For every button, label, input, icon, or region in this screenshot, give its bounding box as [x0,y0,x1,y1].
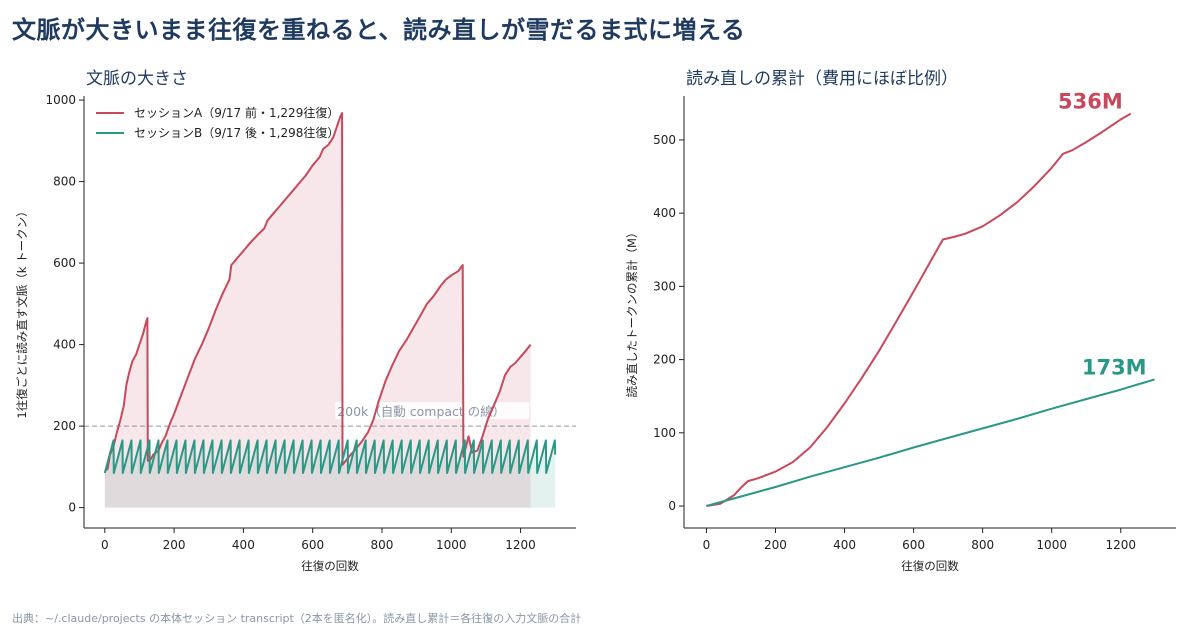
y-axis-label: 読み直したトークンの累計（M） [625,227,639,398]
x-tick-label: 200 [163,538,186,552]
y-tick-label: 800 [53,175,76,189]
page-title: 文脈が大きいまま往復を重ねると、読み直しが雪だるま式に増える [12,16,746,44]
series-end-label: 536M [1058,90,1123,114]
series-line-a [104,112,532,472]
x-tick-label: 0 [703,538,711,552]
x-tick-label: 1200 [1105,538,1136,552]
x-axis-label: 往復の回数 [301,559,359,573]
x-tick-label: 0 [101,538,109,552]
x-tick-label: 400 [232,538,255,552]
legend-entry: セッションA（9/17 前・1,229往復） [134,105,339,120]
y-tick-label: 0 [668,499,676,513]
chart-title: 文脈の大きさ [86,69,188,89]
y-tick-label: 400 [53,338,76,352]
y-tick-label: 1000 [45,93,76,107]
x-tick-label: 400 [833,538,856,552]
y-tick-label: 300 [653,279,676,293]
y-tick-label: 200 [53,419,76,433]
series-line-a [706,112,1132,507]
series-line-b [103,439,557,474]
x-tick-label: 1000 [436,538,467,552]
x-tick-label: 1200 [505,538,536,552]
y-tick-label: 500 [653,133,676,147]
x-tick-label: 600 [902,538,925,552]
y-tick-label: 400 [653,206,676,220]
x-tick-label: 600 [301,538,324,552]
x-tick-label: 800 [371,538,394,552]
x-tick-label: 800 [971,538,994,552]
y-axis-label: 1往復ごとに読み直す文脈（k トークン） [15,205,29,418]
source-note: 出典：~/.claude/projects の本体セッション transcrip… [12,612,582,625]
legend-entry: セッションB（9/17 後・1,298往復） [134,125,339,140]
y-tick-label: 100 [653,426,676,440]
threshold-label: 200k（自動 compact の線） [337,404,505,419]
chart-panel-2: 読み直しの累計（費用にほぼ比例） 536M 173M 0 200 400 600 800 100… [625,69,1176,573]
threshold-label-bg [335,402,530,420]
x-axis-label: 往復の回数 [901,559,959,573]
chart-panel-1: 文脈の大きさ 200k（自動 compact の線） 0 200 400 600 800 10… [15,69,576,573]
y-tick-label: 200 [653,353,676,367]
series-end-label: 173M [1082,355,1147,379]
x-tick-label: 1000 [1036,538,1067,552]
y-tick-label: 600 [53,256,76,270]
chart-title: 読み直しの累計（費用にほぼ比例） [686,69,958,89]
x-tick-label: 200 [764,538,787,552]
y-tick-label: 0 [68,501,76,515]
series-line-b [706,378,1155,507]
